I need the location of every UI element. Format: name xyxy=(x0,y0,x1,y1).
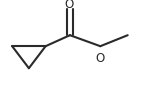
Text: O: O xyxy=(96,52,105,65)
Text: O: O xyxy=(65,0,74,11)
